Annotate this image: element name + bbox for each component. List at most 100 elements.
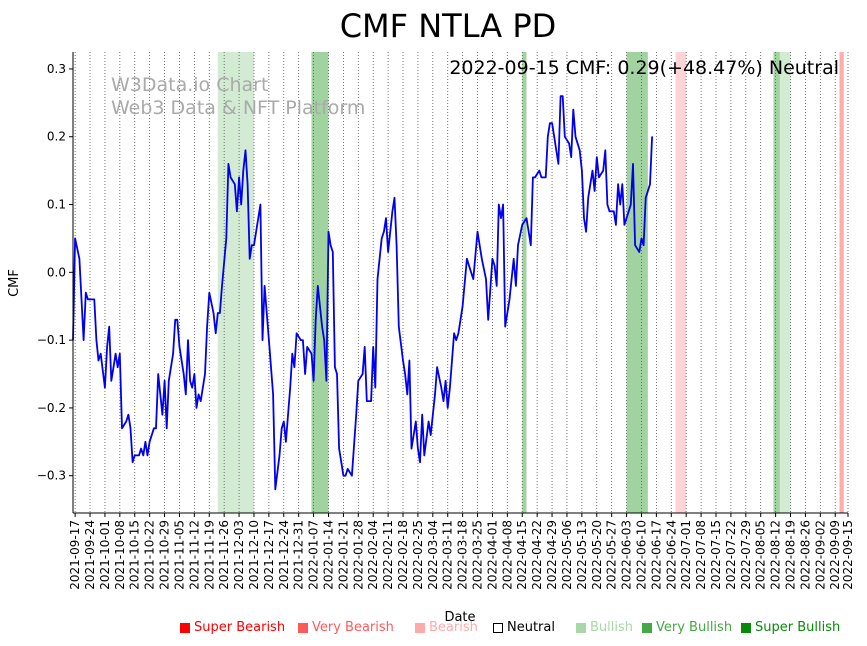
- cmf-point: [436, 366, 438, 368]
- cmf-point: [517, 244, 519, 246]
- x-tick-label: 2022-07-29: [739, 520, 753, 590]
- legend-item: Very Bullish: [642, 620, 732, 635]
- cmf-point: [493, 264, 496, 267]
- cmf-point: [398, 325, 400, 328]
- cmf-point: [198, 393, 200, 395]
- cmf-point: [95, 339, 98, 341]
- cmf-point: [125, 420, 127, 423]
- cmf-point: [338, 447, 340, 450]
- x-tick-label: 2022-02-25: [411, 520, 425, 590]
- cmf-point: [434, 393, 436, 395]
- x-tick-label: 2022-08-12: [769, 520, 783, 590]
- cmf-point: [161, 414, 164, 416]
- cmf-point: [274, 488, 276, 490]
- cmf-point: [430, 434, 432, 436]
- cmf-point: [466, 258, 468, 260]
- cmf-point: [100, 353, 102, 355]
- legend-item: Neutral: [493, 620, 555, 635]
- cmf-point: [144, 441, 146, 443]
- cmf-point: [649, 183, 651, 185]
- cmf-point: [183, 373, 185, 375]
- x-tick-label: 2022-03-11: [441, 520, 455, 590]
- cmf-point: [559, 95, 562, 97]
- cmf-point: [229, 176, 232, 179]
- cmf-point: [114, 353, 117, 355]
- legend-label: Very Bearish: [312, 620, 394, 635]
- x-tick-label: 2022-05-06: [560, 520, 574, 590]
- cmf-point: [449, 386, 451, 389]
- cmf-point: [364, 346, 366, 348]
- cmf-point: [134, 454, 136, 456]
- cmf-point: [104, 386, 106, 389]
- cmf-points: [72, 95, 653, 490]
- cmf-point: [572, 109, 574, 111]
- cmf-point: [417, 447, 419, 450]
- y-tick-label: −0.3: [37, 469, 66, 483]
- cmf-point: [491, 258, 494, 260]
- cmf-point: [321, 325, 323, 328]
- cmf-point: [381, 237, 383, 240]
- cmf-point: [444, 380, 447, 382]
- cmf-point: [253, 244, 255, 246]
- band-bullish: [779, 52, 791, 513]
- cmf-point: [549, 122, 551, 124]
- cmf-point: [91, 298, 93, 301]
- y-ticks: −0.3 −0.2 −0.1 0.0 0.1 0.2 0.3: [37, 62, 73, 483]
- cmf-point: [285, 441, 287, 443]
- x-tick-label: 2022-04-29: [545, 520, 559, 590]
- x-tick-label: 2021-12-17: [262, 520, 276, 590]
- cmf-point: [513, 258, 515, 260]
- cmf-point: [74, 237, 76, 240]
- cmf-point: [583, 217, 585, 219]
- cmf-point: [291, 353, 293, 355]
- cmf-point: [383, 231, 385, 233]
- cmf-point: [327, 231, 330, 233]
- cmf-point: [393, 197, 396, 199]
- cmf-point: [376, 278, 379, 280]
- y-tick-label: 0.0: [47, 265, 66, 279]
- cmf-point: [278, 454, 281, 456]
- cmf-point: [110, 380, 112, 382]
- cmf-point: [153, 427, 155, 429]
- x-tick-label: 2021-12-10: [247, 520, 261, 590]
- cmf-point: [587, 197, 589, 199]
- cmf-point: [427, 420, 430, 423]
- cmf-point: [540, 176, 543, 179]
- cmf-point: [496, 285, 498, 287]
- cmf-point: [172, 353, 174, 355]
- cmf-point: [193, 373, 195, 375]
- cmf-point: [387, 251, 389, 253]
- cmf-point: [370, 400, 372, 402]
- cmf-point: [579, 149, 581, 151]
- x-tick-label: 2022-08-26: [798, 520, 812, 590]
- watermark-line-1: W3Data.io Chart: [111, 74, 268, 96]
- cmf-point: [261, 339, 264, 341]
- cmf-point: [295, 332, 298, 334]
- cmf-point: [87, 298, 89, 301]
- cmf-point: [621, 183, 623, 185]
- cmf-point: [564, 136, 566, 138]
- x-tick-label: 2022-07-01: [679, 520, 693, 590]
- cmf-point: [302, 339, 304, 341]
- x-tick-label: 2022-09-09: [828, 520, 842, 590]
- legend-item: Bullish: [576, 620, 633, 635]
- cmf-point: [391, 210, 393, 212]
- cmf-point: [372, 346, 374, 348]
- cmf-point: [613, 210, 615, 212]
- cmf-point: [310, 353, 313, 355]
- cmf-point: [129, 427, 132, 429]
- x-tick-label: 2021-12-31: [292, 520, 306, 590]
- cmf-point: [630, 203, 632, 206]
- x-tick-label: 2022-08-19: [784, 520, 798, 590]
- signal-bands: [217, 52, 844, 513]
- cmf-point: [304, 373, 306, 375]
- cmf-point: [457, 332, 459, 334]
- cmf-point: [500, 217, 502, 219]
- cmf-point: [347, 468, 349, 470]
- x-gridlines: [74, 52, 849, 513]
- y-tick-label: −0.2: [37, 401, 66, 415]
- x-tick-label: 2022-04-15: [515, 520, 529, 590]
- band-very-bullish: [522, 52, 527, 513]
- cmf-point: [596, 156, 598, 158]
